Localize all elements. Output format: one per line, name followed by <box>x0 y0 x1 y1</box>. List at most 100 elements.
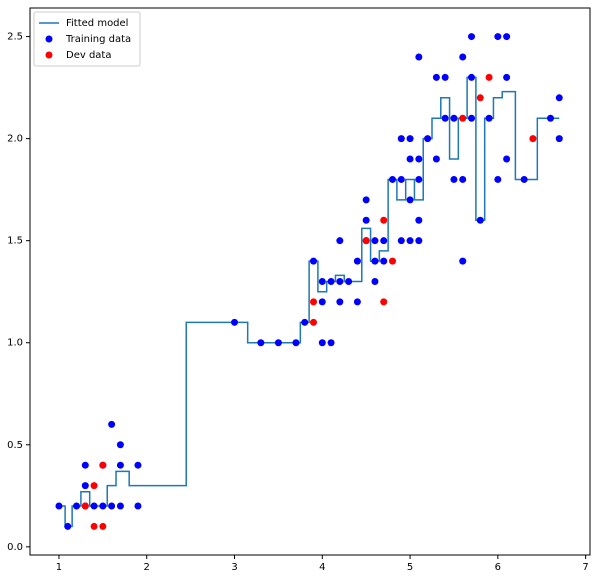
point <box>99 502 107 510</box>
point <box>371 257 379 265</box>
point <box>547 114 555 122</box>
point <box>73 502 81 510</box>
point <box>301 318 309 326</box>
y-tick-label: 0.5 <box>7 440 23 451</box>
point <box>468 114 476 122</box>
point <box>274 339 282 347</box>
point <box>494 33 502 41</box>
point <box>468 33 476 41</box>
x-tick-label: 7 <box>582 562 588 573</box>
point <box>476 216 484 224</box>
point <box>336 298 344 306</box>
point <box>380 257 388 265</box>
legend-marker <box>45 35 53 43</box>
y-tick-label: 2.5 <box>7 32 23 43</box>
point <box>450 114 458 122</box>
point <box>257 339 265 347</box>
point <box>310 318 318 326</box>
point <box>415 237 423 245</box>
point <box>99 522 107 530</box>
point <box>468 73 476 81</box>
point <box>494 175 502 183</box>
point <box>406 135 414 143</box>
point <box>415 216 423 224</box>
point <box>459 53 467 61</box>
point <box>529 135 537 143</box>
point <box>353 298 361 306</box>
point <box>441 73 449 81</box>
point <box>90 482 98 490</box>
legend-label: Fitted model <box>66 18 128 29</box>
point <box>81 461 89 469</box>
point <box>108 502 116 510</box>
point <box>64 522 72 530</box>
point <box>459 175 467 183</box>
point <box>318 339 326 347</box>
x-tick-label: 2 <box>144 562 150 573</box>
x-tick-label: 4 <box>319 562 325 573</box>
point <box>432 73 440 81</box>
point <box>90 522 98 530</box>
point <box>353 257 361 265</box>
point <box>108 420 116 428</box>
point <box>116 502 124 510</box>
point <box>555 94 563 102</box>
point <box>116 461 124 469</box>
point <box>116 441 124 449</box>
point <box>459 114 467 122</box>
point <box>459 257 467 265</box>
y-tick-label: 0.0 <box>7 542 23 553</box>
point <box>503 33 511 41</box>
point <box>134 502 142 510</box>
point <box>450 175 458 183</box>
point <box>310 257 318 265</box>
point <box>327 339 335 347</box>
y-tick-label: 1.5 <box>7 236 23 247</box>
point <box>380 298 388 306</box>
point <box>362 237 370 245</box>
point <box>441 114 449 122</box>
point <box>362 196 370 204</box>
point <box>380 216 388 224</box>
point <box>406 155 414 163</box>
x-tick-label: 3 <box>231 562 237 573</box>
fitted-line <box>58 76 560 528</box>
point <box>485 114 493 122</box>
point <box>555 135 563 143</box>
legend-label: Training data <box>65 34 131 45</box>
point <box>520 175 528 183</box>
x-tick-label: 5 <box>407 562 413 573</box>
point <box>397 135 405 143</box>
point <box>371 278 379 285</box>
point <box>99 461 107 469</box>
point <box>389 175 397 183</box>
point <box>503 73 511 81</box>
y-tick-label: 1.0 <box>7 338 23 349</box>
point <box>336 237 344 245</box>
point <box>310 298 318 306</box>
point <box>90 502 98 510</box>
plot-frame <box>29 7 591 556</box>
point <box>389 257 397 265</box>
x-tick-label: 6 <box>495 562 501 573</box>
point <box>318 278 326 285</box>
point <box>134 461 142 469</box>
point <box>503 155 511 163</box>
point <box>415 175 423 183</box>
point <box>415 155 423 163</box>
point <box>406 196 414 204</box>
legend: Fitted model Training data Dev data <box>33 11 141 67</box>
legend-label: Dev data <box>66 50 111 61</box>
legend-box <box>33 11 141 67</box>
point <box>336 278 344 285</box>
point <box>292 339 300 347</box>
point <box>397 237 405 245</box>
legend-marker <box>45 51 53 59</box>
point <box>485 73 493 81</box>
point <box>424 135 432 143</box>
y-tick-label: 2.0 <box>7 134 23 145</box>
point <box>327 278 335 285</box>
point <box>476 94 484 102</box>
point <box>415 53 423 61</box>
